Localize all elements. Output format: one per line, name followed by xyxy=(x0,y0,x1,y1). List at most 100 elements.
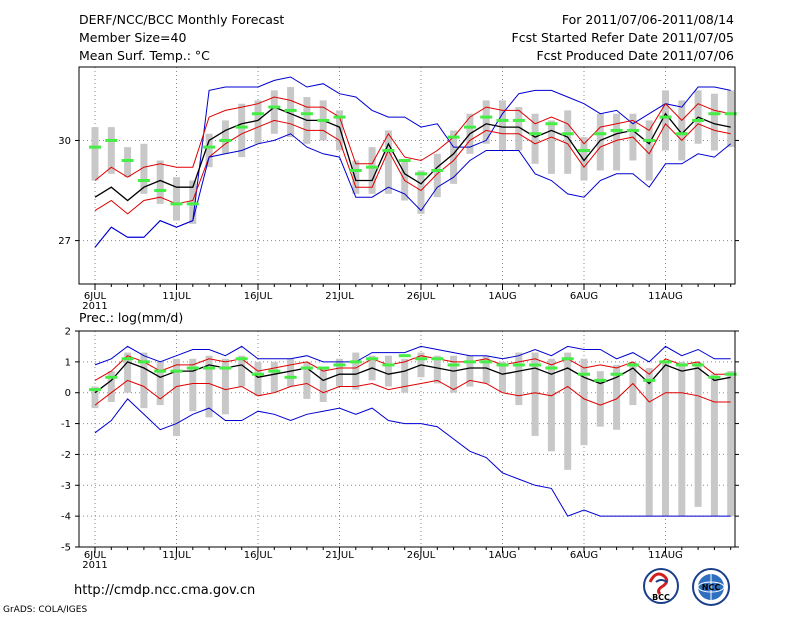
ensemble-box xyxy=(107,371,115,402)
median-marker xyxy=(463,360,476,364)
x-tick-label: 11AUG xyxy=(648,291,683,302)
series-line-upper xyxy=(94,355,731,381)
ensemble-box xyxy=(662,361,669,517)
median-marker xyxy=(512,363,525,367)
median-marker xyxy=(724,112,737,116)
median-marker xyxy=(170,369,183,373)
forecast-produced-date: Fcst Produced Date 2011/07/06 xyxy=(536,48,734,63)
median-marker xyxy=(496,363,509,367)
ensemble-box xyxy=(140,143,148,194)
ensemble-box xyxy=(482,100,490,144)
x-tick-label: 16JUL xyxy=(244,291,273,302)
median-marker xyxy=(594,378,607,382)
y-tick-label: 30 xyxy=(58,136,71,147)
ensemble-box xyxy=(368,147,376,194)
ensemble-box xyxy=(727,371,735,517)
median-marker xyxy=(431,357,444,361)
median-marker xyxy=(105,138,118,142)
x-tick-label: 11AUG xyxy=(648,550,683,561)
median-marker xyxy=(170,202,183,206)
series-line-upper xyxy=(94,96,731,181)
ensemble-box xyxy=(384,130,392,194)
ensemble-box xyxy=(613,364,621,430)
ensemble-box xyxy=(254,361,262,396)
chart-title-line-1: DERF/NCC/BCC Monthly Forecast xyxy=(79,12,285,27)
median-marker xyxy=(512,118,525,122)
median-marker xyxy=(235,125,248,129)
median-marker xyxy=(300,112,313,116)
median-marker xyxy=(545,366,558,370)
median-marker xyxy=(186,366,199,370)
ensemble-box xyxy=(221,358,229,415)
ensemble-box xyxy=(433,153,441,198)
y-tick-label: 27 xyxy=(58,236,71,247)
forecast-period: For 2011/07/06-2011/08/14 xyxy=(561,12,734,27)
y-tick-label: -2 xyxy=(61,450,71,461)
median-marker xyxy=(675,363,688,367)
median-marker xyxy=(366,165,379,169)
ensemble-box xyxy=(91,127,99,181)
ensemble-box xyxy=(107,127,115,174)
median-marker xyxy=(382,148,395,152)
ensemble-box xyxy=(580,358,588,446)
median-marker xyxy=(317,366,330,370)
ensemble-box xyxy=(124,352,132,393)
median-marker xyxy=(137,179,150,183)
median-marker xyxy=(366,357,379,361)
forecast-start-date: Fcst Started Refer Date 2011/07/05 xyxy=(511,30,735,45)
median-marker xyxy=(659,115,672,119)
median-marker xyxy=(578,372,590,376)
median-marker xyxy=(203,366,216,370)
ensemble-box xyxy=(564,352,572,470)
grads-credit: GrADS: COLA/IGES xyxy=(3,605,88,615)
ensemble-box xyxy=(645,368,653,517)
ensemble-box xyxy=(613,113,621,171)
ensemble-box xyxy=(287,87,295,138)
ensemble-box xyxy=(482,355,490,384)
ensemble-box xyxy=(221,120,229,154)
ensemble-box xyxy=(319,368,327,402)
ensemble-box xyxy=(173,358,180,436)
x-tick-label: 1AUG xyxy=(488,291,516,302)
median-marker xyxy=(186,202,199,206)
ensemble-box xyxy=(205,355,213,418)
ensemble-box xyxy=(352,352,360,390)
median-marker xyxy=(300,366,313,370)
ensemble-box xyxy=(270,90,278,134)
median-marker xyxy=(317,118,330,122)
median-marker xyxy=(268,369,281,373)
median-marker xyxy=(415,172,427,176)
x-year-label: 2011 xyxy=(82,301,107,312)
plot-frame xyxy=(78,330,736,548)
median-marker xyxy=(708,112,721,116)
median-marker xyxy=(121,357,134,361)
median-marker xyxy=(561,357,574,361)
median-marker xyxy=(398,354,411,358)
median-marker xyxy=(529,363,542,367)
median-marker xyxy=(708,375,721,379)
ensemble-box xyxy=(710,93,718,151)
precip-panel-title: Prec.: log(mm/d) xyxy=(79,310,183,325)
ensemble-box xyxy=(515,352,523,406)
ensemble-box xyxy=(336,110,343,151)
series-line-min xyxy=(94,398,731,517)
ensemble-box xyxy=(499,361,506,393)
x-tick-label: 6JUL xyxy=(84,291,107,302)
ensemble-box xyxy=(270,361,278,393)
series-line-min xyxy=(94,133,732,248)
median-marker xyxy=(349,360,362,364)
series-line-max xyxy=(94,76,731,248)
x-tick-label: 6AUG xyxy=(570,550,598,561)
median-marker xyxy=(480,115,493,119)
ensemble-box xyxy=(156,361,164,406)
bcc-logo: BCC xyxy=(643,568,679,604)
median-marker xyxy=(137,360,150,364)
ensemble-box xyxy=(466,355,474,387)
ensemble-box xyxy=(173,177,180,221)
chart-title-line-3: Mean Surf. Temp.: °C xyxy=(79,48,210,63)
source-url[interactable]: http://cmdp.ncc.cma.gov.cn xyxy=(74,583,256,598)
ensemble-box xyxy=(515,107,523,151)
median-marker xyxy=(235,357,248,361)
